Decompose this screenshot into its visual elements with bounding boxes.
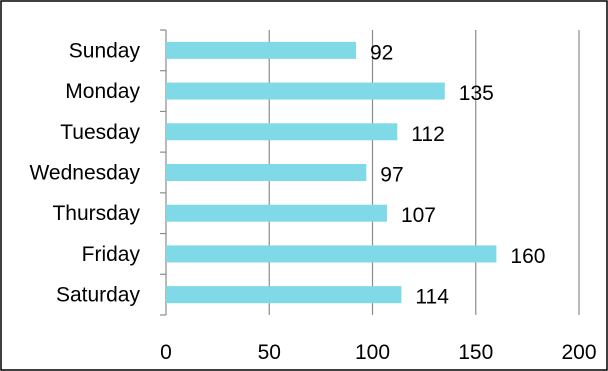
- bar-saturday: [166, 286, 402, 304]
- data-label-sunday: 92: [370, 41, 393, 64]
- data-label-thursday: 107: [401, 204, 436, 227]
- bar-friday: [166, 245, 497, 263]
- bar-sunday: [166, 41, 356, 59]
- bars: [166, 41, 497, 304]
- category-label-friday: Friday: [82, 243, 141, 266]
- x-tick-label: 0: [160, 341, 172, 364]
- category-label-sunday: Sunday: [69, 39, 141, 62]
- x-tick-label: 200: [561, 341, 596, 364]
- x-tick-label: 100: [355, 341, 390, 364]
- bar-tuesday: [166, 123, 398, 141]
- x-tick-label: 50: [258, 341, 281, 364]
- bar-wednesday: [166, 164, 367, 181]
- data-label-friday: 160: [510, 245, 545, 268]
- data-label-wednesday: 97: [380, 164, 403, 187]
- data-label-monday: 135: [459, 82, 494, 105]
- data-label-tuesday: 112: [411, 123, 444, 146]
- category-label-monday: Monday: [65, 80, 140, 103]
- category-label-wednesday: Wednesday: [29, 162, 140, 185]
- category-label-thursday: Thursday: [52, 202, 140, 225]
- bar-thursday: [166, 204, 387, 222]
- category-label-saturday: Saturday: [56, 284, 141, 307]
- value-axis-labels: 0 50 100 150 200: [160, 341, 596, 364]
- data-label-saturday: 114: [415, 286, 449, 309]
- x-tick-label: 150: [458, 341, 493, 364]
- category-labels: Sunday Monday Tuesday Wednesday Thursday Frid…: [29, 39, 140, 306]
- category-label-tuesday: Tuesday: [60, 121, 140, 144]
- bar-monday: [166, 82, 445, 100]
- data-labels: 92 135 112 97 107 160 114: [370, 41, 545, 308]
